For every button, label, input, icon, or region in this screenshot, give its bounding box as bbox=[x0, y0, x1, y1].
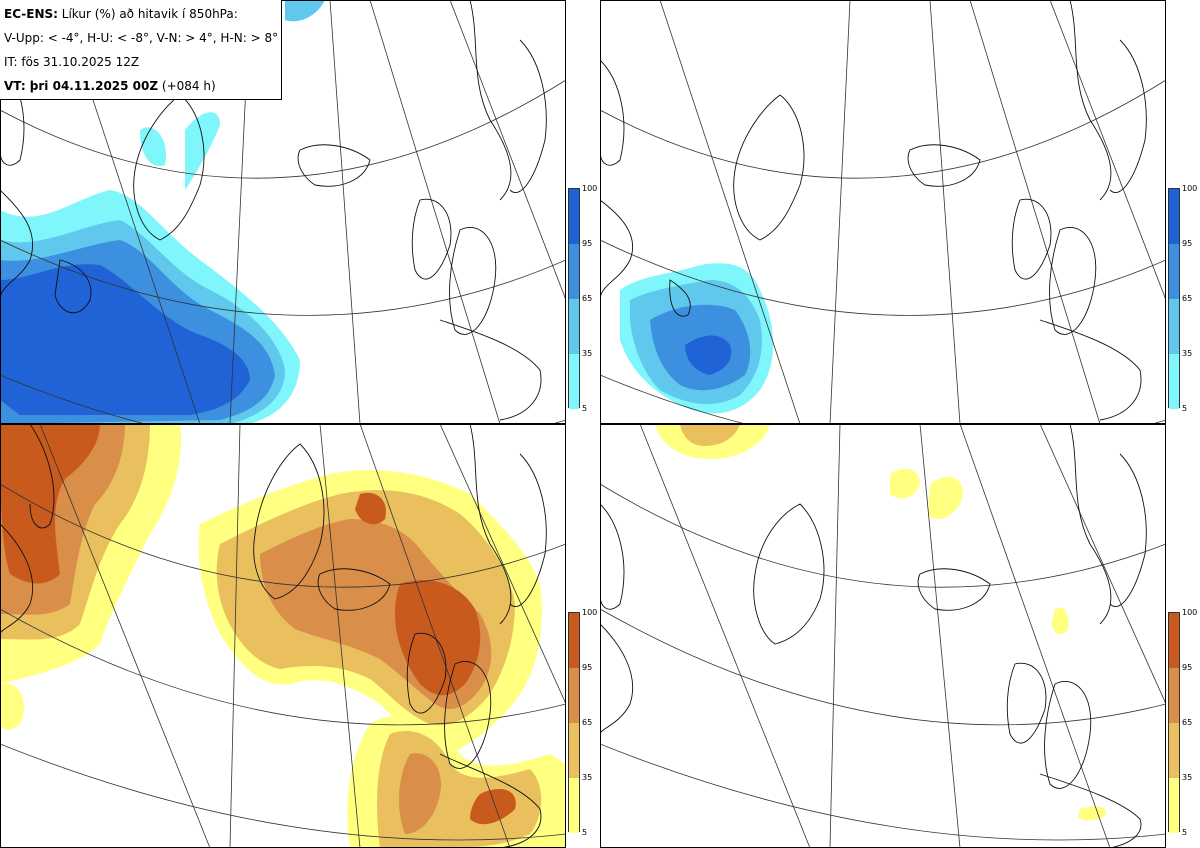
title-text: Líkur (%) að hitavik í 850hPa: bbox=[61, 7, 238, 21]
colorbar-tick: 95 bbox=[1182, 239, 1193, 248]
colorbar-cold-left bbox=[568, 188, 580, 409]
warm-probability-field bbox=[655, 424, 1106, 821]
colorbar-tick: 95 bbox=[582, 663, 593, 672]
map-panel-bottom-left bbox=[0, 424, 566, 848]
colorbar-tick: 65 bbox=[1182, 294, 1193, 303]
colorbar-tick: 65 bbox=[582, 718, 593, 727]
colorbar-warm-right bbox=[1168, 612, 1180, 833]
colorbar-tick: 35 bbox=[1182, 773, 1193, 782]
map-svg-bottom-right bbox=[600, 424, 1166, 848]
legend-line: V-Upp: < -4°, H-U: < -8°, V-N: > 4°, H-N… bbox=[4, 31, 279, 45]
graticule-lines bbox=[600, 0, 1166, 424]
colorbar-warm-left bbox=[568, 612, 580, 833]
map-svg-top-left bbox=[0, 0, 566, 424]
coastlines bbox=[0, 0, 547, 421]
colorbar-tick: 100 bbox=[1182, 184, 1198, 193]
colorbar-tick: 65 bbox=[582, 294, 593, 303]
colorbar-tick: 5 bbox=[582, 404, 588, 413]
colorbar-tick: 35 bbox=[582, 349, 593, 358]
map-panel-top-right bbox=[600, 0, 1166, 424]
colorbar-tick: 100 bbox=[582, 608, 598, 617]
map-panel-top-left bbox=[0, 0, 566, 424]
map-svg-top-right bbox=[600, 0, 1166, 424]
colorbar-tick: 100 bbox=[1182, 608, 1198, 617]
colorbar-tick: 95 bbox=[582, 239, 593, 248]
title-line: EC-ENS: Líkur (%) að hitavik í 850hPa: bbox=[4, 2, 277, 26]
header-info-box: EC-ENS: Líkur (%) að hitavik í 850hPa: V… bbox=[0, 0, 282, 100]
lead-time: (+084 h) bbox=[161, 79, 216, 93]
colorbar-tick: 35 bbox=[1182, 349, 1193, 358]
graticule-lines bbox=[0, 424, 566, 848]
colorbar-tick: 35 bbox=[582, 773, 593, 782]
coastlines bbox=[0, 424, 547, 848]
colorbar-tick: 100 bbox=[582, 184, 598, 193]
model-label: EC-ENS: bbox=[4, 7, 58, 21]
colorbar-tick: 65 bbox=[1182, 718, 1193, 727]
cold-probability-field bbox=[620, 263, 774, 414]
colorbar-tick: 5 bbox=[1182, 404, 1188, 413]
coastlines bbox=[600, 0, 1147, 421]
graticule-lines bbox=[600, 424, 1166, 848]
colorbar-tick: 95 bbox=[1182, 663, 1193, 672]
coastlines bbox=[600, 424, 1147, 848]
map-panel-bottom-right bbox=[600, 424, 1166, 848]
valid-time: VT: þri 04.11.2025 00Z bbox=[4, 79, 159, 93]
valid-time-line: VT: þri 04.11.2025 00Z (+084 h) bbox=[4, 74, 277, 98]
colorbar-cold-right bbox=[1168, 188, 1180, 409]
warm-probability-field bbox=[0, 424, 566, 848]
map-svg-bottom-left bbox=[0, 424, 566, 848]
colorbar-tick: 5 bbox=[1182, 828, 1188, 837]
cold-probability-field bbox=[0, 0, 325, 424]
initial-time: IT: fös 31.10.2025 12Z bbox=[4, 55, 140, 69]
colorbar-tick: 5 bbox=[582, 828, 588, 837]
